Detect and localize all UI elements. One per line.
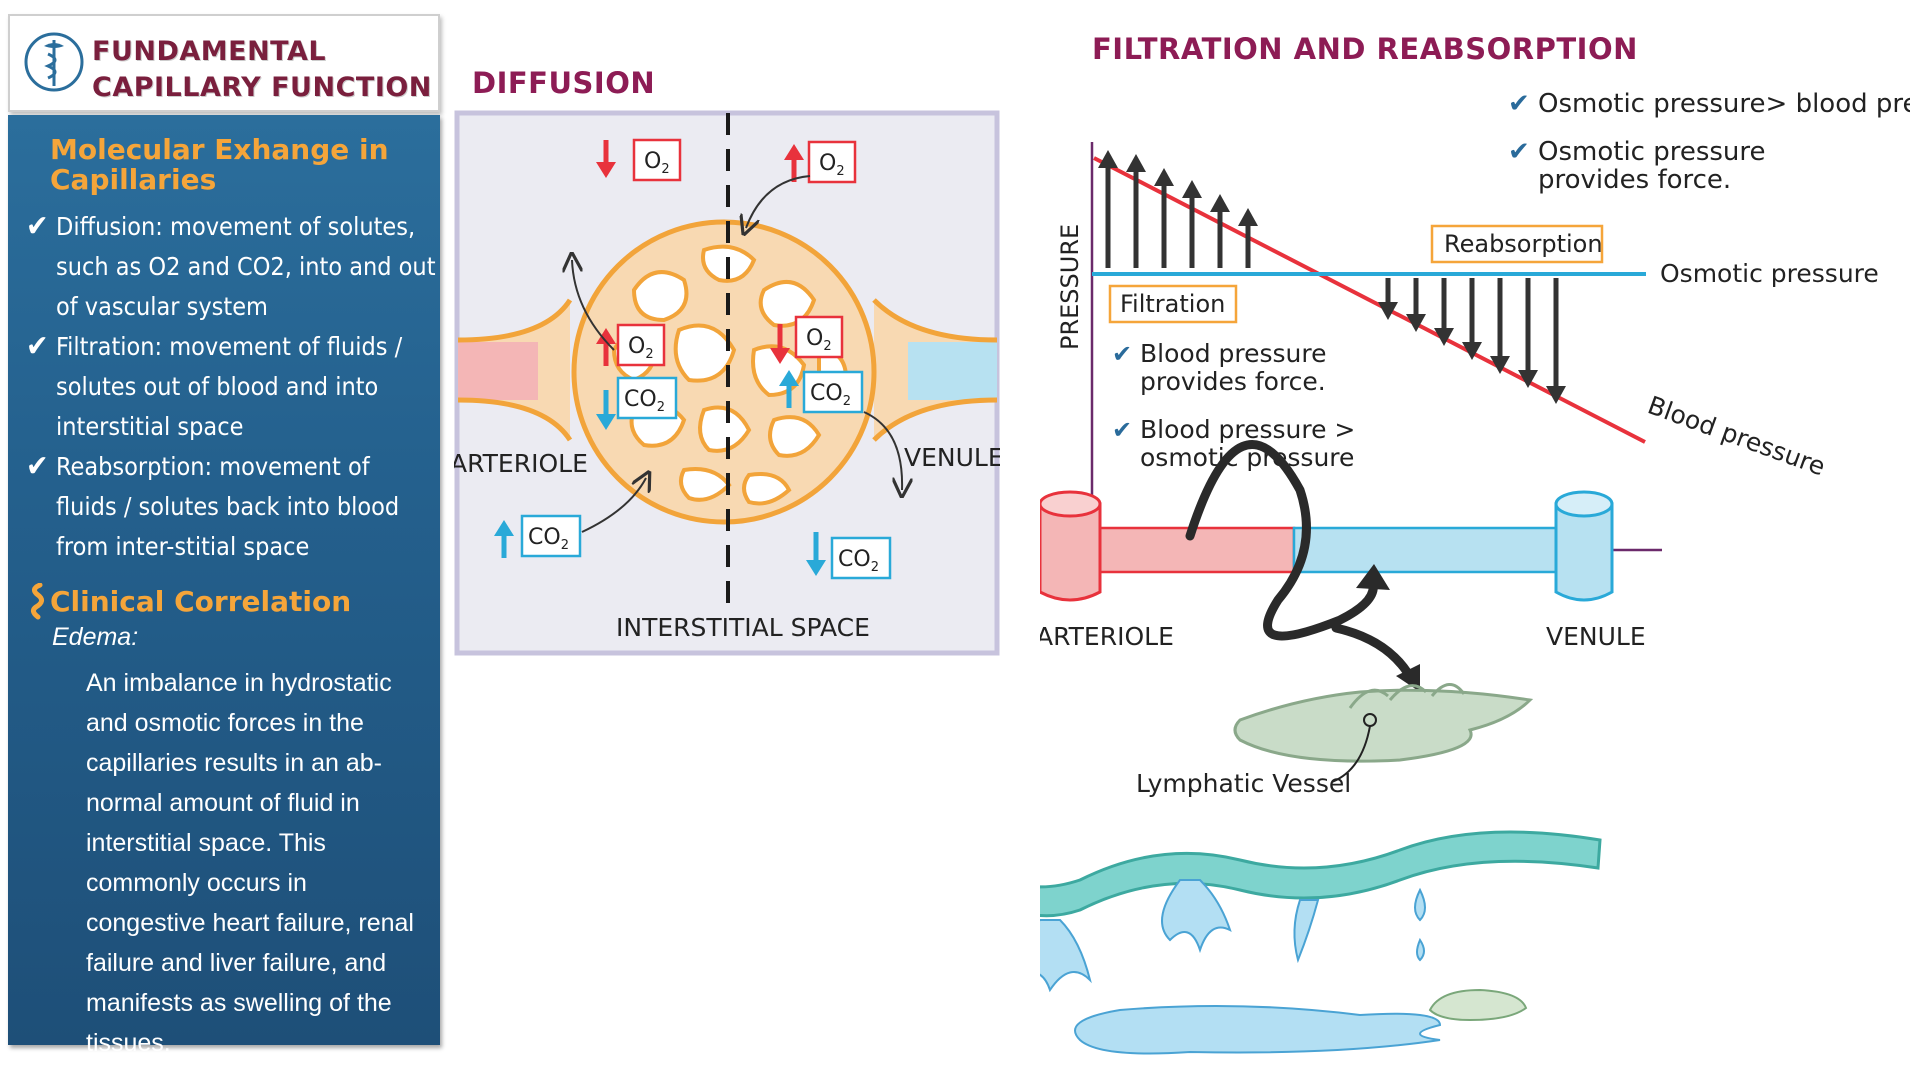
filtration-heading: FILTRATION AND REABSORPTION xyxy=(1092,32,1638,66)
svg-text:CO2: CO2 xyxy=(528,525,569,553)
caduceus-logo-icon xyxy=(24,32,84,92)
o2-box-mid-right: O2 xyxy=(794,315,844,359)
filtration-item: ✔ Filtration: movement of fluids / solut… xyxy=(26,327,436,447)
co2-box-bottom-right: CO2 xyxy=(830,536,892,580)
arteriole-tube xyxy=(1040,502,1102,602)
svg-text:CO2: CO2 xyxy=(624,387,665,415)
filtration-venule-label: VENULE xyxy=(1546,622,1646,651)
arrow-down-icon xyxy=(596,414,616,430)
filtration-item-text: Filtration: movement of fluids / solutes… xyxy=(56,332,403,441)
pressure-axis-label: PRESSURE xyxy=(1056,224,1084,350)
svg-text:O2: O2 xyxy=(806,326,832,354)
venule-tube xyxy=(1554,502,1614,602)
bp-force-line1: Blood pressure xyxy=(1140,339,1327,368)
title-line-1: FUNDAMENTAL xyxy=(92,36,327,67)
interstitial-space-label: INTERSTITIAL SPACE xyxy=(616,613,870,642)
bp-force-line2: provides force. xyxy=(1140,367,1326,396)
arrow-up-icon xyxy=(784,144,804,160)
osmotic-pressure-label: Osmotic pressure xyxy=(1660,259,1879,288)
title-card: FUNDAMENTAL CAPILLARY FUNCTION xyxy=(8,14,440,112)
arteriole-segment xyxy=(458,342,538,400)
sponge-icon xyxy=(1428,988,1528,1022)
svg-text:CO2: CO2 xyxy=(810,381,851,409)
o2-box-top-right: O2 xyxy=(807,140,857,184)
clinical-correlation-heading: Clinical Correlation xyxy=(50,585,352,618)
diffusion-arteriole-label: ARTERIOLE xyxy=(454,449,588,478)
check-icon: ✔ xyxy=(1112,340,1132,368)
fluid-puddle xyxy=(1074,1005,1442,1055)
filtration-diagram: ✔ Osmotic pressure> blood pressure ✔ Osm… xyxy=(1040,89,1910,1055)
title-line-2: CAPILLARY FUNCTION xyxy=(92,72,432,103)
arrow-up-icon xyxy=(779,370,799,386)
molecular-exchange-heading: Molecular Exhange in Capillaries xyxy=(50,133,389,196)
co2-box-mid-left: CO2 xyxy=(616,376,678,420)
check-icon: ✔ xyxy=(1508,89,1530,119)
filtration-arrows xyxy=(1098,150,1258,268)
filtration-label: Filtration xyxy=(1120,290,1225,318)
arrow-down-icon xyxy=(596,162,616,178)
reabsorption-item: ✔ Reabsorption: movement of fluids / sol… xyxy=(26,447,436,567)
lymphatic-vessel-label: Lymphatic Vessel xyxy=(1136,769,1351,798)
arrow-up-icon xyxy=(596,328,616,344)
venule-segment xyxy=(908,342,997,400)
reabsorption-arrows xyxy=(1378,278,1566,404)
arrow-down-icon xyxy=(806,560,826,576)
reabsorption-box xyxy=(1430,224,1604,264)
reabsorption-label: Reabsorption xyxy=(1444,230,1603,258)
water-leaks xyxy=(1040,879,1426,993)
lymphatic-vessel xyxy=(1233,688,1534,763)
diffusion-item-text: Diffusion: movement of solutes, such as … xyxy=(56,212,436,321)
arrow-up-icon xyxy=(494,520,514,536)
capillary-venous-section xyxy=(1292,526,1596,574)
edema-label: Edema: xyxy=(52,623,139,651)
svg-text:O2: O2 xyxy=(819,151,845,179)
bp-gt-line1: Blood pressure > xyxy=(1140,415,1355,444)
osmotic-force-line2: provides force. xyxy=(1538,165,1731,195)
svg-text:CO2: CO2 xyxy=(838,547,879,575)
osmotic-gt-blood-text: Osmotic pressure> blood pressure xyxy=(1538,89,1910,119)
filtration-arteriole-label: ARTERIOLE xyxy=(1040,622,1174,651)
filtration-box xyxy=(1108,284,1238,324)
checkmark-icon: ✔ xyxy=(26,329,49,364)
diffusion-heading: DIFFUSION xyxy=(472,66,656,100)
check-icon: ✔ xyxy=(1112,416,1132,444)
leaky-hose xyxy=(1040,830,1602,918)
check-icon: ✔ xyxy=(1508,137,1530,167)
edema-text: An imbalance in hydrostatic and osmotic … xyxy=(86,669,414,1057)
svg-text:O2: O2 xyxy=(644,149,670,177)
diffusion-venule-label: VENULE xyxy=(904,443,1000,472)
diffusion-diagram: O2 O2 O2 CO2 O2 CO2 CO2 CO2 ARTERIOLE VE xyxy=(454,110,1000,656)
o2-box-mid-left: O2 xyxy=(616,323,666,367)
diffusion-item: ✔ Diffusion: movement of solutes, such a… xyxy=(26,207,436,327)
osmotic-force-line1: Osmotic pressure xyxy=(1538,137,1766,167)
o2-box-top-left: O2 xyxy=(632,138,682,182)
left-panel: Molecular Exhange in Capillaries ✔ Diffu… xyxy=(8,115,440,1057)
checkmark-icon: ✔ xyxy=(26,449,49,484)
arrow-down-icon xyxy=(770,348,790,364)
co2-box-bottom-left: CO2 xyxy=(520,514,582,558)
clinical-correlation-icon xyxy=(30,583,44,620)
svg-text:O2: O2 xyxy=(628,334,654,362)
fluid-pathway-arrow xyxy=(1185,440,1378,641)
page-title: FUNDAMENTAL CAPILLARY FUNCTION xyxy=(92,34,432,106)
reabsorption-item-text: Reabsorption: movement of fluids / solut… xyxy=(56,452,400,561)
co2-box-mid-right: CO2 xyxy=(802,370,864,414)
checkmark-icon: ✔ xyxy=(26,209,49,244)
blood-pressure-label: Blood pressure xyxy=(1644,390,1829,481)
